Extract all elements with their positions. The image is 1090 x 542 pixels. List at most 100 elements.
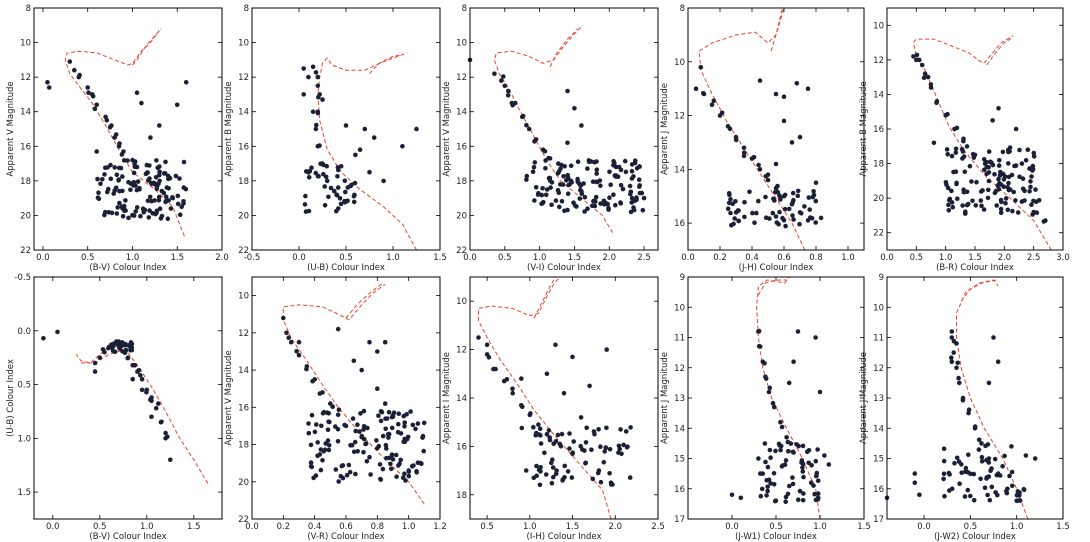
data-point — [914, 52, 920, 58]
data-point — [139, 376, 145, 382]
data-point — [165, 216, 171, 221]
data-point — [1041, 219, 1047, 224]
data-point — [150, 211, 155, 216]
isochrone-line — [956, 279, 1029, 519]
data-point — [335, 326, 341, 332]
data-point — [763, 459, 768, 465]
data-point — [1030, 166, 1036, 172]
data-point — [313, 126, 319, 132]
x-tick-label: 2.5 — [637, 253, 651, 263]
data-point — [777, 209, 782, 215]
data-point — [154, 210, 159, 215]
x-tick-label: 0.8 — [371, 522, 385, 532]
data-point — [510, 102, 515, 108]
y-tick-label: 22 — [238, 515, 249, 525]
data-point — [1034, 210, 1040, 215]
data-point — [548, 185, 553, 190]
data-point — [752, 220, 757, 225]
data-point — [308, 460, 314, 465]
x-tick-label: 0.5 — [498, 253, 512, 263]
data-point — [540, 186, 545, 191]
data-point — [570, 450, 575, 456]
data-point — [813, 220, 818, 225]
data-point — [795, 188, 801, 194]
data-point — [788, 441, 794, 446]
data-point — [122, 342, 128, 348]
data-point — [132, 164, 138, 169]
x-tick-label: 2.5 — [651, 522, 665, 532]
data-point — [148, 397, 153, 403]
data-point — [631, 205, 636, 210]
data-point — [170, 195, 175, 200]
data-point — [1005, 207, 1011, 213]
data-point — [959, 470, 964, 476]
isochrone-branch-line — [81, 349, 124, 364]
data-point — [519, 425, 525, 431]
x-tick-label: 0.5 — [93, 522, 107, 532]
data-point — [144, 162, 150, 168]
data-point — [383, 442, 389, 448]
data-point — [998, 210, 1004, 216]
data-point — [790, 213, 795, 218]
x-tick-label: 0.0 — [292, 253, 306, 263]
data-point — [109, 123, 114, 128]
data-point — [805, 86, 811, 91]
x-tick-label: 2.5 — [1027, 253, 1041, 263]
data-point — [304, 366, 309, 372]
data-point — [765, 464, 771, 470]
y-tick-label: 22 — [873, 229, 884, 239]
data-point — [964, 189, 970, 195]
data-point — [587, 383, 592, 389]
data-point — [639, 190, 645, 196]
x-tick-label: 0.0 — [880, 253, 894, 263]
y-axis-label: Apparent I Magnitude — [442, 352, 452, 444]
data-point — [310, 378, 315, 384]
data-point — [333, 467, 339, 472]
data-point — [632, 160, 638, 166]
y-tick-label: 8 — [462, 4, 467, 14]
data-point — [318, 467, 324, 473]
data-point — [524, 122, 529, 128]
data-point — [997, 158, 1002, 163]
data-point — [531, 424, 536, 430]
data-point — [912, 471, 918, 476]
data-point — [779, 464, 785, 469]
data-point — [954, 125, 960, 131]
data-point — [326, 443, 332, 448]
data-point — [771, 196, 776, 202]
data-point — [384, 455, 389, 461]
data-point — [544, 187, 550, 192]
data-point — [728, 210, 733, 216]
y-tick-label: 17 — [674, 515, 685, 525]
data-point — [381, 178, 386, 184]
data-point — [549, 480, 555, 486]
data-point — [580, 447, 585, 452]
y-tick-label: 9 — [680, 273, 685, 283]
data-point — [623, 169, 629, 175]
x-tick-label: 0.4 — [308, 522, 322, 532]
data-point — [800, 465, 805, 470]
data-point — [551, 474, 556, 480]
data-point — [565, 140, 570, 146]
data-point — [309, 412, 315, 418]
data-point — [966, 452, 971, 458]
x-tick-label: 1.0 — [1010, 522, 1024, 532]
data-point — [342, 422, 347, 428]
data-point — [607, 446, 613, 452]
data-point — [773, 91, 779, 97]
data-point — [132, 363, 138, 368]
chart-panel-6: 0.0 0.5 1.0 1.5 -0.5 0.0 0.5 1.0 1.5 (B-V) Colour… — [6, 273, 223, 542]
data-point — [111, 191, 116, 196]
data-point — [593, 194, 599, 200]
data-point — [596, 468, 602, 473]
data-point — [174, 102, 180, 108]
x-tick-label: 1.0 — [523, 522, 537, 532]
data-point — [794, 442, 799, 447]
data-point — [922, 71, 928, 76]
data-point — [538, 465, 543, 470]
data-point — [520, 113, 526, 119]
data-point — [350, 416, 356, 421]
data-point — [359, 367, 365, 373]
data-point — [758, 471, 763, 476]
data-point — [1010, 483, 1015, 489]
